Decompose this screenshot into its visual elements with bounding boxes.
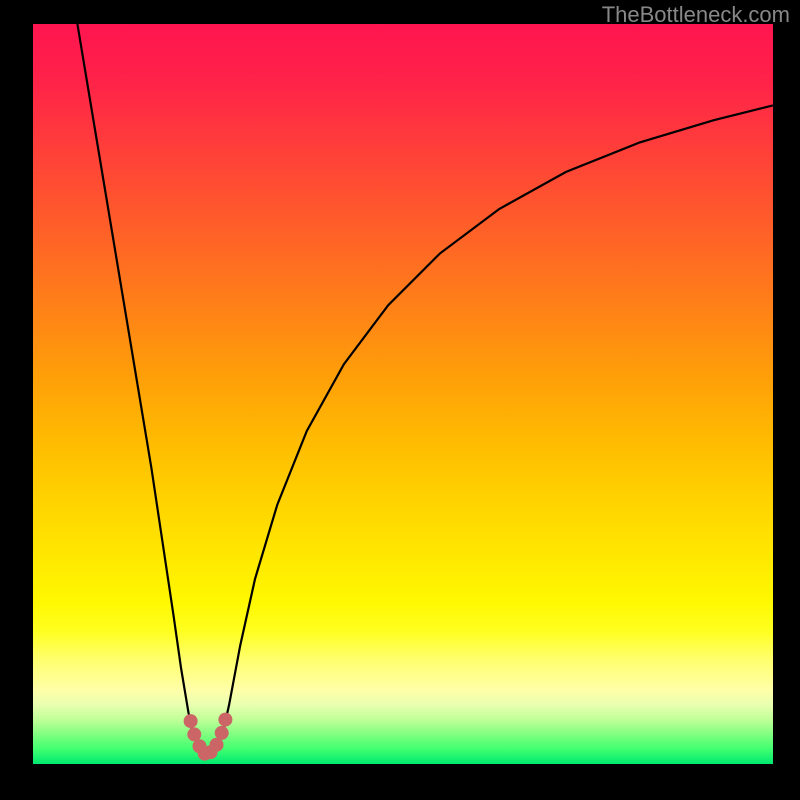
watermark-text: TheBottleneck.com bbox=[602, 2, 790, 28]
dip-marker bbox=[215, 726, 229, 740]
chart-container: { "watermark": { "text": "TheBottleneck.… bbox=[0, 0, 800, 800]
plot-area bbox=[33, 24, 773, 764]
dip-marker bbox=[218, 713, 232, 727]
plot-svg bbox=[33, 24, 773, 764]
dip-marker bbox=[184, 714, 198, 728]
